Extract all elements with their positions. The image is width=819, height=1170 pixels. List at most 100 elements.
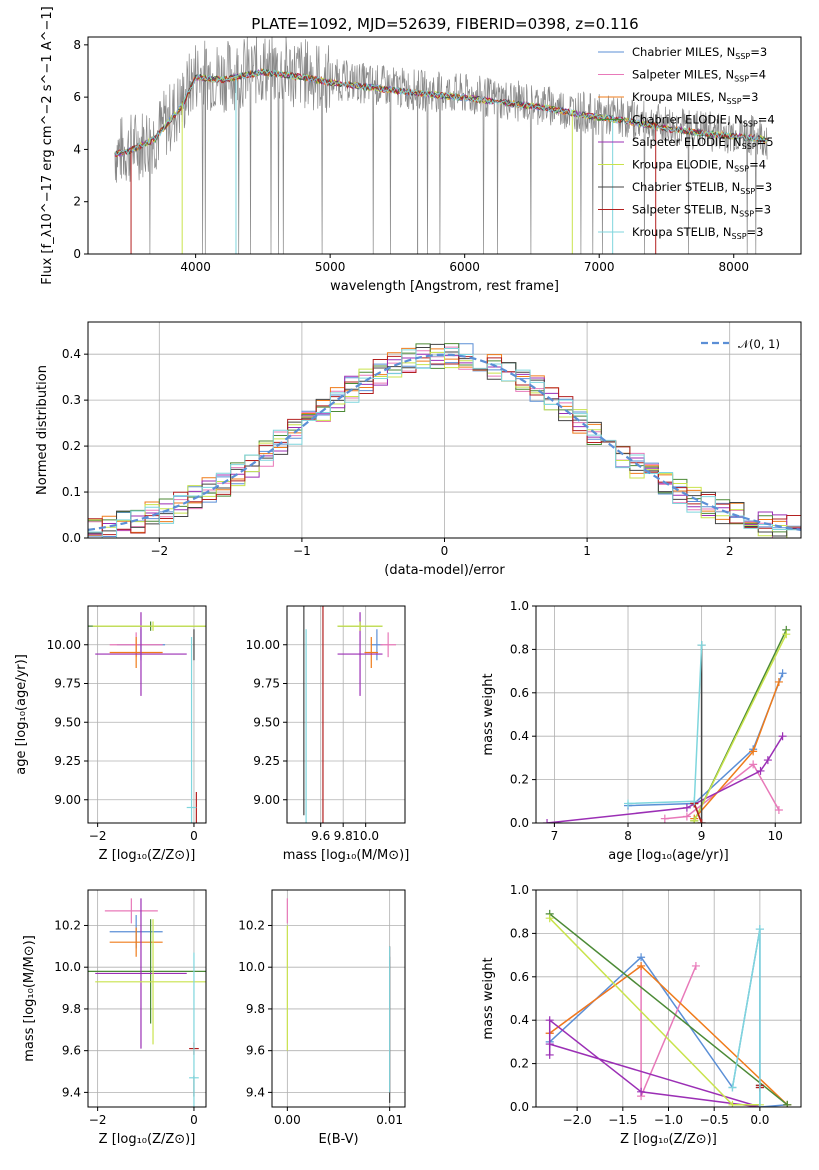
weight-line-chabrier-elodie xyxy=(549,913,788,1106)
legend-entry-base: Salpeter ELODIE, N xyxy=(632,135,742,149)
weight-marker xyxy=(682,812,691,821)
x-tick-label: 1 xyxy=(583,544,591,558)
legend-entry-base: Kroupa MILES, N xyxy=(632,90,727,104)
residuals-marks xyxy=(88,343,801,538)
weight-marker xyxy=(756,766,765,775)
residuals-frame xyxy=(87,321,802,539)
legend-entry-subscript: SSP xyxy=(734,165,749,174)
x-tick-label: −0.5 xyxy=(700,1113,729,1127)
x-tick-label: 9.6 xyxy=(311,829,330,843)
weight-marker xyxy=(545,1040,554,1049)
legend-entry-subscript: SSP xyxy=(739,210,754,219)
y-tick-label: 10.2 xyxy=(54,918,81,932)
y-tick-label: 0.0 xyxy=(62,531,81,545)
x-tick-label: 10 xyxy=(768,829,783,843)
x-tick-label: 5000 xyxy=(315,260,346,274)
x-tick-label: 0 xyxy=(441,544,449,558)
legend-entry: Salpeter ELODIE, NSSP=5 xyxy=(632,135,774,151)
y-tick-label: 0.0 xyxy=(510,1100,529,1114)
y-tick-label: 10.2 xyxy=(238,918,265,932)
x-tick-label: 8 xyxy=(624,829,632,843)
y-tick-label: 0.4 xyxy=(510,729,529,743)
weight-marker xyxy=(637,961,646,970)
weight-marker xyxy=(545,1050,554,1059)
weight-marker xyxy=(782,630,791,639)
y-tick-label: 4 xyxy=(73,142,81,156)
y-axis-label: age [log₁₀(age/yr)] xyxy=(14,654,29,775)
y-tick-label: 6 xyxy=(73,90,81,104)
weight-marker xyxy=(728,1100,737,1107)
weight-marker xyxy=(749,747,758,756)
legend-entry-value: =3 xyxy=(747,225,764,239)
weight-marker xyxy=(624,799,633,808)
y-tick-label: 10.00 xyxy=(246,638,280,652)
y-tick-label: 9.00 xyxy=(54,793,81,807)
legend-entry-base: Chabrier ELODIE, N xyxy=(632,113,743,127)
y-tick-label: 0.8 xyxy=(510,642,529,656)
x-tick-label: 7 xyxy=(551,829,559,843)
x-tick-label: 7000 xyxy=(584,260,615,274)
age-mass-panel: 9.6 9.8 10.0 9.00 9.25 9.50 9.75 10.00 mass [log… xyxy=(246,605,410,863)
x-tick-label: 10.0 xyxy=(352,829,379,843)
legend-entry: Chabrier MILES, NSSP=3 xyxy=(632,45,767,61)
weight-marker xyxy=(755,925,764,934)
mass-EBV-panel: 0.00 0.01 9.4 9.6 9.8 10.0 10.2 E(B-V) xyxy=(238,889,406,1147)
x-tick-label: −1.5 xyxy=(608,1113,637,1127)
x-axis-label: Z [log₁₀(Z/Z⊙)] xyxy=(620,1132,717,1147)
age-Z-marks xyxy=(88,612,206,823)
legend-entry-base: Salpeter MILES, N xyxy=(632,68,734,82)
y-tick-label: 9.6 xyxy=(246,1044,265,1058)
weight-line-salpeter-stelib xyxy=(693,803,703,823)
y-tick-label: 0.6 xyxy=(510,970,529,984)
weight-marker xyxy=(690,797,699,806)
weight-Z-frame xyxy=(535,889,802,1108)
legend-entry-subscript: SSP xyxy=(740,187,755,196)
legend-entry: Salpeter STELIB, NSSP=3 xyxy=(632,203,771,219)
y-tick-label: 9.4 xyxy=(62,1085,81,1099)
age-mass-marks xyxy=(303,606,397,823)
y-tick-label: 9.50 xyxy=(253,715,280,729)
y-tick-label: 9.25 xyxy=(253,754,280,768)
legend-entry: Kroupa MILES, NSSP=3 xyxy=(632,90,758,106)
x-tick-label: 0.00 xyxy=(274,1113,301,1127)
x-axis-label: mass [log₁₀(M/M⊙)] xyxy=(283,848,410,863)
weight-marker xyxy=(783,1100,792,1107)
y-tick-label: 9.25 xyxy=(54,754,81,768)
y-tick-label: 10.0 xyxy=(238,960,265,974)
weight-Z-marks xyxy=(545,909,792,1107)
x-tick-label: 0 xyxy=(190,829,198,843)
x-tick-label: 9.8 xyxy=(334,829,353,843)
mass-EBV-marks xyxy=(286,898,391,1103)
histogram-kroupa-elodie xyxy=(88,351,788,538)
legend-entry-base: Chabrier STELIB, N xyxy=(632,180,740,194)
legend-entry-value: =3 xyxy=(750,45,767,59)
x-tick-label: −2 xyxy=(150,544,168,558)
legend-entry: Kroupa ELODIE, NSSP=4 xyxy=(632,158,766,174)
legend-entry: Salpeter MILES, NSSP=4 xyxy=(632,68,766,84)
observed-spectrum xyxy=(114,37,768,254)
y-axis-label: mass weight xyxy=(481,957,496,1039)
y-tick-label: 0.2 xyxy=(510,773,529,787)
x-tick-label: 0.01 xyxy=(376,1113,403,1127)
y-tick-label: 1.0 xyxy=(510,599,529,613)
weight-line-kroupa-elodie xyxy=(693,633,787,822)
spectrum-frame xyxy=(87,36,802,255)
x-tick-label: −2.0 xyxy=(563,1113,592,1127)
y-tick-label: 0.1 xyxy=(62,485,81,499)
y-tick-label: 9.4 xyxy=(246,1085,265,1099)
weight-marker xyxy=(774,805,783,814)
y-tick-label: 0.6 xyxy=(510,686,529,700)
model-spectrum-kroupa-stelib xyxy=(114,68,768,156)
legend-entry-subscript: SSP xyxy=(743,120,758,129)
mass-Z-frame xyxy=(87,889,207,1108)
x-tick-label: 8000 xyxy=(718,260,749,274)
y-axis-label: mass weight xyxy=(481,673,496,755)
y-tick-label: 0.2 xyxy=(62,439,81,453)
y-tick-label: 2 xyxy=(73,195,81,209)
y-tick-label: 0.8 xyxy=(510,926,529,940)
x-tick-label: 0 xyxy=(190,1113,198,1127)
weight-marker xyxy=(691,961,700,970)
weight-age-marks xyxy=(543,625,791,823)
spectrum-marks xyxy=(114,37,768,254)
legend-entry: Chabrier STELIB, NSSP=3 xyxy=(632,180,772,196)
